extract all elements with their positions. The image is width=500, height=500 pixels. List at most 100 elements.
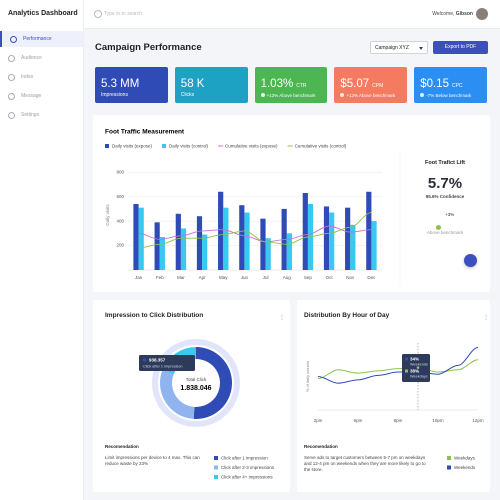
- line: [317, 346, 479, 384]
- panel-menu[interactable]: ⋮: [483, 315, 489, 321]
- bar: [154, 222, 160, 270]
- campaign-name: Campaign XYZ: [375, 45, 409, 51]
- bar: [244, 212, 250, 270]
- kpi-note: +13% Above benchmark: [266, 93, 316, 98]
- search-input[interactable]: Type in to search: [104, 11, 143, 17]
- nav-label: Index: [21, 74, 34, 80]
- lift-value: 5.7%: [427, 175, 463, 192]
- nav-icon: [8, 55, 15, 62]
- legend-marker: [214, 475, 218, 479]
- kpi-value: 58 K: [180, 78, 205, 90]
- nav-item[interactable]: Settings: [0, 107, 83, 123]
- kpi-icon: [420, 93, 425, 97]
- x-tick-label: Aug: [283, 275, 292, 280]
- pie-slice: [193, 347, 232, 420]
- kpi-top: $5.07 CPM: [340, 74, 383, 92]
- panel-menu[interactable]: ⋮: [279, 315, 285, 321]
- nav-icon: [10, 36, 17, 43]
- lift-change-note: Above benchmark: [426, 230, 464, 235]
- bar: [239, 205, 245, 270]
- legend-label: Weekends: [454, 465, 476, 470]
- x-tick-label: Apr: [199, 275, 207, 280]
- y-tick-label: 800: [116, 169, 124, 174]
- tooltip-label: Weekends: [410, 363, 428, 367]
- recommendation-text: Limit impressions per device to 4 max. T…: [105, 455, 200, 466]
- legend-marker: [105, 144, 109, 148]
- bar: [175, 213, 181, 270]
- nav-icon: [8, 112, 15, 119]
- kpi-value: $5.07: [340, 78, 370, 90]
- recommendation-title: Recomendation: [304, 444, 338, 449]
- bar: [302, 193, 308, 270]
- bar: [323, 206, 330, 270]
- lift-icon: [435, 225, 441, 230]
- kpi-icon: [260, 93, 265, 97]
- bar: [223, 207, 229, 270]
- app-title: Analytics Dashboard: [8, 10, 78, 17]
- legend-label: Cumulative visits (control): [295, 144, 347, 149]
- welcome-text: Welcome,: [432, 11, 455, 17]
- point: [416, 366, 420, 369]
- legend-marker: [162, 144, 167, 148]
- bar: [260, 218, 266, 270]
- line: [138, 225, 372, 243]
- tooltip-label: Weekdays: [410, 375, 428, 379]
- recommendation-text: Serve ads to target customers between 5-…: [304, 455, 426, 472]
- tooltip-marker: [405, 357, 408, 361]
- nav-label: Message: [21, 93, 42, 99]
- x-tick-label: Feb: [156, 275, 164, 280]
- y-tick-label: 400: [116, 218, 124, 223]
- kpi-top: 5.3 MM: [101, 74, 139, 92]
- x-tick-label: Jul: [263, 275, 269, 280]
- legend-marker: [214, 465, 218, 470]
- legend-marker: [214, 456, 218, 460]
- kpi-label: CPM: [372, 83, 384, 89]
- x-tick-label: Jan: [135, 275, 143, 280]
- x-tick-label: Oct: [326, 275, 334, 280]
- nav-item[interactable]: Index: [0, 69, 83, 85]
- kpi-value: 5.3 MM: [101, 78, 140, 90]
- x-tick-label: 12pm: [472, 418, 484, 423]
- nav-item[interactable]: Message: [0, 88, 83, 104]
- nav-label: Performance: [23, 36, 52, 42]
- legend-label: Daily visits (expose): [112, 144, 153, 149]
- export-button[interactable]: Export to PDF: [433, 41, 488, 54]
- nav-item[interactable]: Audience: [0, 50, 83, 66]
- x-tick-label: 8pm: [394, 418, 403, 423]
- tooltip-label: Click after 1 impression: [143, 365, 182, 369]
- x-tick-label: Nov: [346, 275, 355, 280]
- kpi-note: +13% Above benchmark: [346, 93, 396, 98]
- x-tick-label: 2pm: [314, 418, 323, 423]
- caret: [419, 47, 423, 50]
- lift-change: +3%: [445, 212, 455, 217]
- legend-label: Click after 1 impression: [221, 455, 268, 460]
- bar: [202, 234, 208, 270]
- y-tick-label: 600: [116, 194, 124, 199]
- distribution-panel: [93, 300, 290, 492]
- nav-icon: [8, 93, 15, 100]
- bar: [133, 204, 139, 270]
- bar: [350, 224, 356, 270]
- bar: [218, 191, 224, 270]
- campaign-select[interactable]: Campaign XYZ: [370, 41, 428, 54]
- bar: [286, 233, 292, 270]
- bar: [345, 207, 351, 270]
- tooltip-marker: [405, 369, 408, 373]
- chat-button[interactable]: [464, 254, 477, 267]
- x-tick-label: 6pm: [354, 418, 363, 423]
- legend-marker: [447, 465, 451, 470]
- bar: [159, 237, 165, 270]
- tooltip-marker: [143, 358, 146, 362]
- search-icon: [94, 10, 102, 18]
- avatar[interactable]: [476, 8, 488, 20]
- bar: [371, 221, 377, 270]
- nav-item[interactable]: Performance: [0, 31, 83, 47]
- center-title: Total Click: [186, 377, 207, 382]
- tooltip: [139, 355, 195, 371]
- kpi-value: 1.03%: [260, 78, 294, 90]
- y-axis-label: % of daily volume: [305, 360, 310, 392]
- tooltip: [402, 354, 430, 382]
- tooltip-value: 34%: [410, 356, 419, 361]
- tooltip-value: 938.357: [149, 357, 166, 362]
